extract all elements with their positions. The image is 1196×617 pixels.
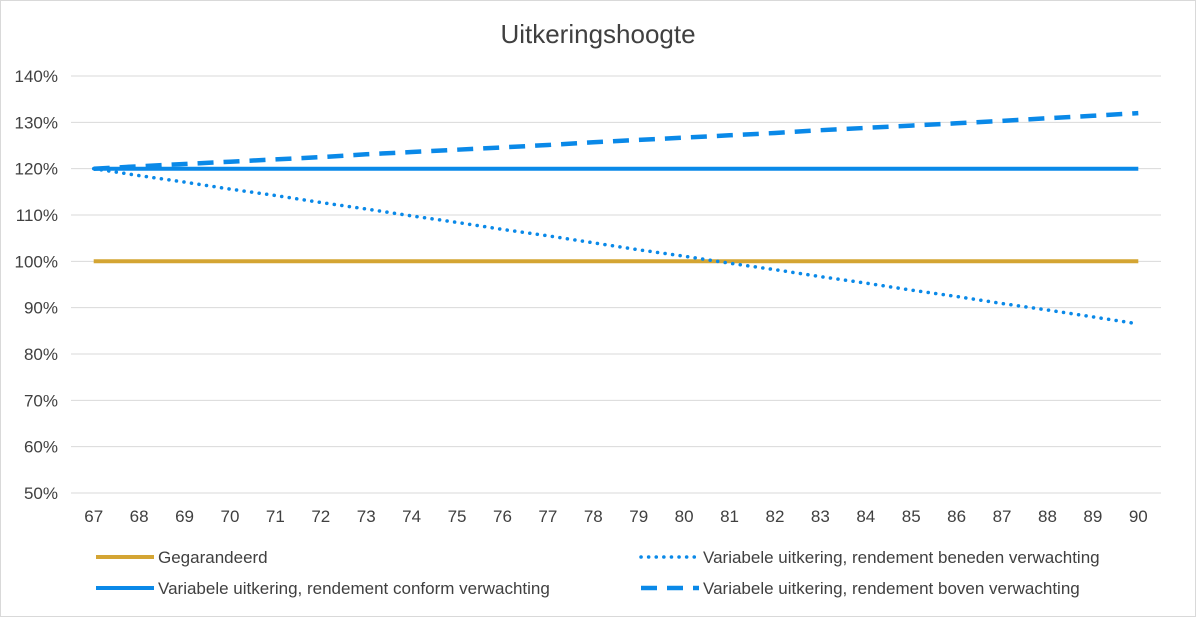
x-tick-label: 89 <box>1083 507 1102 526</box>
series-line-2 <box>91 166 1141 326</box>
x-axis-ticks: 67 68 69 70 71 72 73 74 75 76 77 78 79 80 81 82 83 84 85 86… <box>84 507 1148 526</box>
x-tick-label: 75 <box>448 507 467 526</box>
y-tick-label: 50% <box>24 484 58 503</box>
x-tick-label: 79 <box>629 507 648 526</box>
x-tick-label: 85 <box>902 507 921 526</box>
x-tick-label: 86 <box>947 507 966 526</box>
x-tick-label: 78 <box>584 507 603 526</box>
y-tick-label: 70% <box>24 391 58 410</box>
y-tick-label: 110% <box>16 206 58 225</box>
y-tick-label: 90% <box>24 299 58 318</box>
y-axis-ticks: 50% 60% 70% 80% 90% 100% 110% 120% 130% 140% <box>15 67 58 503</box>
x-tick-label: 69 <box>175 507 194 526</box>
x-tick-label: 77 <box>538 507 557 526</box>
x-tick-label: 81 <box>720 507 739 526</box>
legend: Gegarandeerd Variabele uitkering, rendeme… <box>96 548 1100 598</box>
legend-label-1: Gegarandeerd <box>158 548 268 567</box>
y-tick-label: 130% <box>15 113 58 132</box>
legend-label-3: Variabele uitkering, rendement conform v… <box>158 579 550 598</box>
chart-title: Uitkeringshoogte <box>500 19 695 49</box>
series-line-4 <box>93 110 1139 171</box>
x-tick-label: 72 <box>311 507 330 526</box>
x-tick-label: 73 <box>357 507 376 526</box>
x-tick-label: 84 <box>856 507 875 526</box>
x-tick-label: 87 <box>993 507 1012 526</box>
x-tick-label: 83 <box>811 507 830 526</box>
x-tick-label: 82 <box>765 507 784 526</box>
y-tick-label: 100% <box>15 252 58 271</box>
x-tick-label: 88 <box>1038 507 1057 526</box>
y-tick-label: 120% <box>15 160 58 179</box>
y-tick-label: 140% <box>15 67 58 86</box>
gridlines <box>71 75 1161 494</box>
x-tick-label: 71 <box>266 507 285 526</box>
x-tick-label: 70 <box>220 507 239 526</box>
y-tick-label: 80% <box>24 345 58 364</box>
x-tick-label: 67 <box>84 507 103 526</box>
x-tick-label: 68 <box>130 507 149 526</box>
y-tick-label: 60% <box>24 438 58 457</box>
legend-label-2: Variabele uitkering, rendement beneden v… <box>703 548 1100 567</box>
x-tick-label: 76 <box>493 507 512 526</box>
series-lines <box>91 110 1141 326</box>
x-tick-label: 90 <box>1129 507 1148 526</box>
x-tick-label: 74 <box>402 507 421 526</box>
x-tick-label: 80 <box>675 507 694 526</box>
legend-label-4: Variabele uitkering, rendement boven ver… <box>703 579 1080 598</box>
